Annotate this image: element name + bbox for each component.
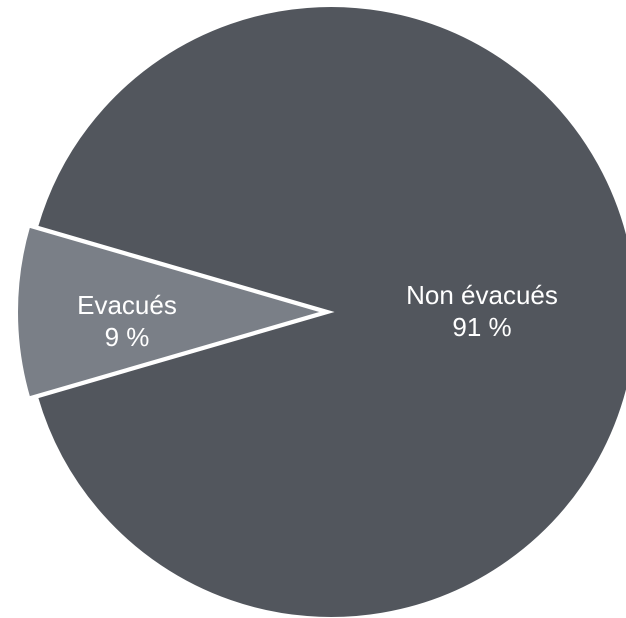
slice-name-evacues: Evacués (77, 290, 177, 320)
slice-value-evacues: 9 % (104, 322, 150, 352)
slice-label-evacues: Evacués 9 % (77, 289, 177, 353)
pie-slice-evacues (16, 225, 327, 399)
pie-slice-non-evacues (35, 5, 626, 618)
slice-label-non-evacues: Non évacués 91 % (406, 279, 558, 343)
slice-name-non-evacues: Non évacués (406, 280, 558, 310)
slice-value-non-evacues: 91 % (452, 312, 512, 342)
